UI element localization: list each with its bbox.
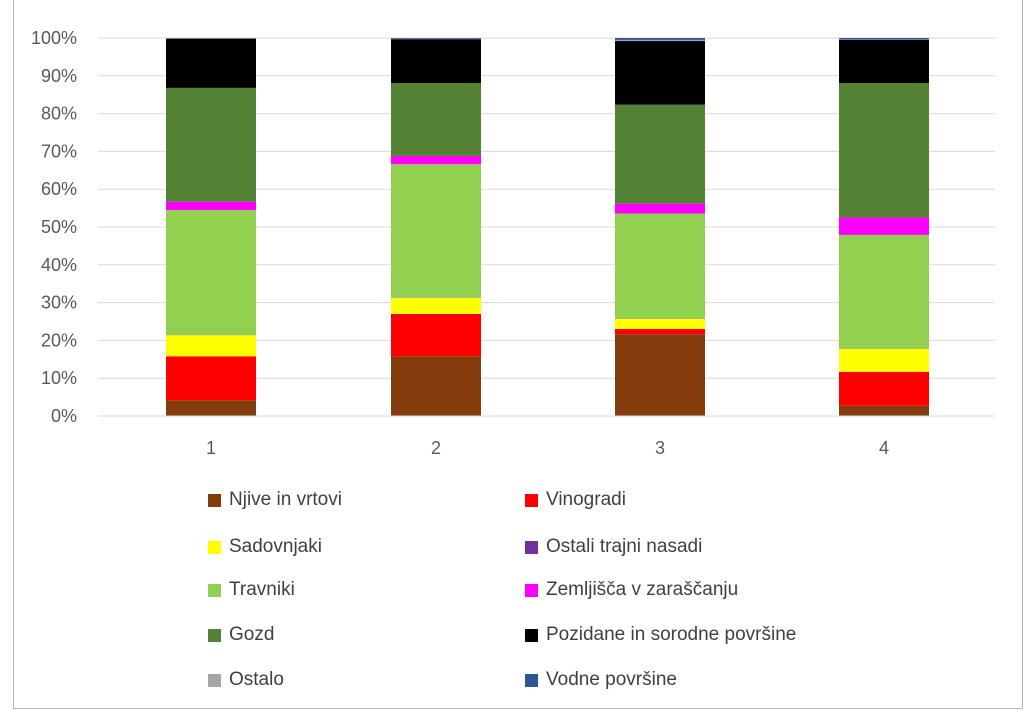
- bar-segment: [166, 87, 256, 202]
- legend-swatch: [208, 540, 221, 554]
- bar-segment: [839, 38, 929, 40]
- bar-segment: [391, 164, 481, 298]
- legend-swatch: [525, 673, 538, 687]
- bar-segment: [166, 209, 256, 335]
- bar-segment: [839, 405, 929, 416]
- legend-label: Ostali trajni nasadi: [546, 536, 703, 557]
- legend-item-travniki: Travniki: [208, 579, 295, 601]
- legend-swatch: [525, 493, 538, 507]
- bar-segment: [615, 213, 705, 319]
- y-tick-label: 80%: [41, 104, 77, 124]
- x-tick-label: 2: [431, 438, 441, 458]
- bar-segment: [166, 356, 256, 401]
- bar-segment: [615, 334, 705, 416]
- y-tick-label: 90%: [41, 66, 77, 86]
- legend-item-njive-in-vrtovi: Njive in vrtovi: [208, 489, 342, 511]
- y-tick-label: 50%: [41, 217, 77, 237]
- legend-label: Pozidane in sorodne površine: [546, 624, 797, 645]
- legend-label: Travniki: [229, 579, 295, 600]
- bar-segment: [615, 104, 705, 204]
- legend-swatch: [525, 628, 538, 642]
- y-tick-label: 40%: [41, 255, 77, 275]
- legend-swatch: [208, 583, 221, 597]
- y-tick-label: 100%: [31, 28, 77, 48]
- legend-label: Sadovnjaki: [229, 536, 322, 557]
- bar-segment: [391, 155, 481, 165]
- y-tick-label: 60%: [41, 179, 77, 199]
- x-tick-label: 1: [206, 438, 216, 458]
- bar-segment: [391, 297, 481, 314]
- y-tick-label: 70%: [41, 141, 77, 161]
- legend-item-vinogradi: Vinogradi: [525, 489, 626, 511]
- legend-swatch: [208, 493, 221, 507]
- bar-segment: [839, 82, 929, 218]
- bar-segment: [391, 313, 481, 357]
- y-tick-label: 10%: [41, 368, 77, 388]
- bar-segment: [391, 38, 481, 39]
- bar-segment: [391, 356, 481, 416]
- legend-swatch: [525, 540, 538, 554]
- legend-item-gozd: Gozd: [208, 624, 274, 646]
- x-tick-label: 3: [655, 438, 665, 458]
- x-tick-label: 4: [879, 438, 889, 458]
- legend-item-zemljisca-v-zarascanju: Zemljišča v zaraščanju: [525, 579, 738, 601]
- y-tick-label: 20%: [41, 330, 77, 350]
- bar-segment: [166, 201, 256, 210]
- bar-segment: [615, 318, 705, 329]
- bar-segment: [839, 39, 929, 83]
- legend-swatch: [208, 673, 221, 687]
- bar-segment: [615, 38, 705, 40]
- legend-label: Zemljišča v zaraščanju: [546, 579, 739, 600]
- bar-segment: [166, 400, 256, 416]
- legend-item-ostalo: Ostalo: [208, 669, 284, 691]
- bar-segment: [839, 217, 929, 235]
- bar-segment: [391, 82, 481, 156]
- legend-item-pozidane-in-sorodne-povrsine: Pozidane in sorodne površine: [525, 624, 796, 646]
- y-tick-label: 0%: [51, 406, 77, 426]
- bar-segment: [839, 371, 929, 406]
- legend-label: Njive in vrtovi: [229, 489, 342, 510]
- legend-item-vodne-povrsine: Vodne površine: [525, 669, 677, 691]
- bar-segment: [615, 39, 705, 42]
- legend-item-ostali-trajni-nasadi: Ostali trajni nasadi: [525, 536, 702, 558]
- legend-label: Vodne površine: [546, 669, 677, 690]
- legend-swatch: [208, 628, 221, 642]
- bar-segment: [615, 203, 705, 214]
- bar-segment: [839, 348, 929, 372]
- legend-swatch: [525, 583, 538, 597]
- y-tick-label: 30%: [41, 293, 77, 313]
- bar-segment: [615, 41, 705, 105]
- legend-label: Gozd: [229, 624, 275, 645]
- bar-segment: [166, 38, 256, 88]
- legend-item-sadovnjaki: Sadovnjaki: [208, 536, 322, 558]
- bar-segment: [615, 328, 705, 335]
- legend-label: Vinogradi: [546, 489, 626, 510]
- bar-segment: [391, 39, 481, 83]
- legend-label: Ostalo: [229, 669, 284, 690]
- bar-segment: [839, 234, 929, 349]
- bar-segment: [166, 335, 256, 357]
